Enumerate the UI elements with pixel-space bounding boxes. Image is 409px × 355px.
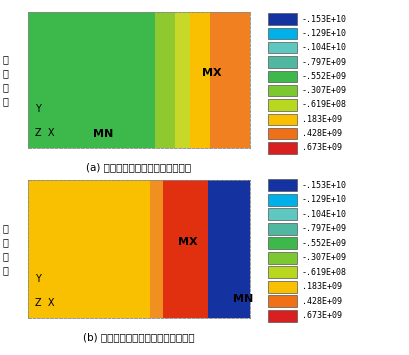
Bar xyxy=(207,180,249,318)
Bar xyxy=(190,12,209,148)
Text: .428E+09: .428E+09 xyxy=(301,297,341,306)
Text: -.619E+08: -.619E+08 xyxy=(301,268,346,277)
Bar xyxy=(267,310,296,322)
Text: -.797E+09: -.797E+09 xyxy=(301,58,346,66)
Bar xyxy=(174,12,190,148)
Bar xyxy=(267,42,296,54)
Text: -.129E+10: -.129E+10 xyxy=(301,195,346,204)
Text: .183E+09: .183E+09 xyxy=(301,115,341,124)
Bar xyxy=(267,85,296,96)
Bar xyxy=(267,194,296,206)
Text: (a) 加熱と冷却時の変態挙動が同一: (a) 加熱と冷却時の変態挙動が同一 xyxy=(86,162,191,172)
Bar xyxy=(267,208,296,220)
Bar xyxy=(267,281,296,293)
Text: -.307E+09: -.307E+09 xyxy=(301,86,346,95)
Bar xyxy=(28,180,150,318)
Text: -.104E+10: -.104E+10 xyxy=(301,43,346,52)
Text: -.552E+09: -.552E+09 xyxy=(301,72,346,81)
Text: MX: MX xyxy=(202,68,222,78)
Bar xyxy=(267,28,296,39)
Bar xyxy=(267,295,296,307)
Bar xyxy=(154,12,174,148)
Bar xyxy=(267,252,296,263)
Bar xyxy=(267,114,296,125)
Text: Z  X: Z X xyxy=(35,298,54,308)
Bar xyxy=(267,142,296,154)
Text: -.797E+09: -.797E+09 xyxy=(301,224,346,233)
Text: Y: Y xyxy=(35,104,40,114)
Text: MX: MX xyxy=(178,237,197,247)
Text: -.153E+10: -.153E+10 xyxy=(301,181,346,190)
Text: .673E+09: .673E+09 xyxy=(301,143,341,152)
Text: 軸
対
象
軸: 軸 対 象 軸 xyxy=(2,223,8,275)
Text: 軸
対
象
軸: 軸 対 象 軸 xyxy=(2,54,8,106)
Bar xyxy=(267,56,296,68)
Bar xyxy=(267,99,296,111)
Text: .428E+09: .428E+09 xyxy=(301,129,341,138)
Bar xyxy=(267,179,296,191)
Text: .183E+09: .183E+09 xyxy=(301,282,341,291)
Text: Z  X: Z X xyxy=(35,129,54,138)
Bar xyxy=(267,237,296,249)
Bar xyxy=(150,180,163,318)
Text: -.153E+10: -.153E+10 xyxy=(301,15,346,24)
Text: -.619E+08: -.619E+08 xyxy=(301,100,346,109)
Bar xyxy=(28,12,154,148)
Text: .673E+09: .673E+09 xyxy=(301,311,341,320)
Bar xyxy=(267,267,296,278)
Bar xyxy=(163,180,207,318)
Text: -.104E+10: -.104E+10 xyxy=(301,210,346,219)
Text: -.129E+10: -.129E+10 xyxy=(301,29,346,38)
Bar xyxy=(267,71,296,82)
Text: (b) 加熱と冷却時の変態挙動が異なる: (b) 加熱と冷却時の変態挙動が異なる xyxy=(83,332,194,342)
Text: MN: MN xyxy=(233,294,253,304)
Bar xyxy=(267,223,296,235)
Bar xyxy=(209,12,249,148)
Bar xyxy=(267,13,296,25)
Text: Y: Y xyxy=(35,273,40,284)
Text: MN: MN xyxy=(93,130,113,140)
Text: -.552E+09: -.552E+09 xyxy=(301,239,346,248)
Bar xyxy=(267,128,296,139)
Text: -.307E+09: -.307E+09 xyxy=(301,253,346,262)
